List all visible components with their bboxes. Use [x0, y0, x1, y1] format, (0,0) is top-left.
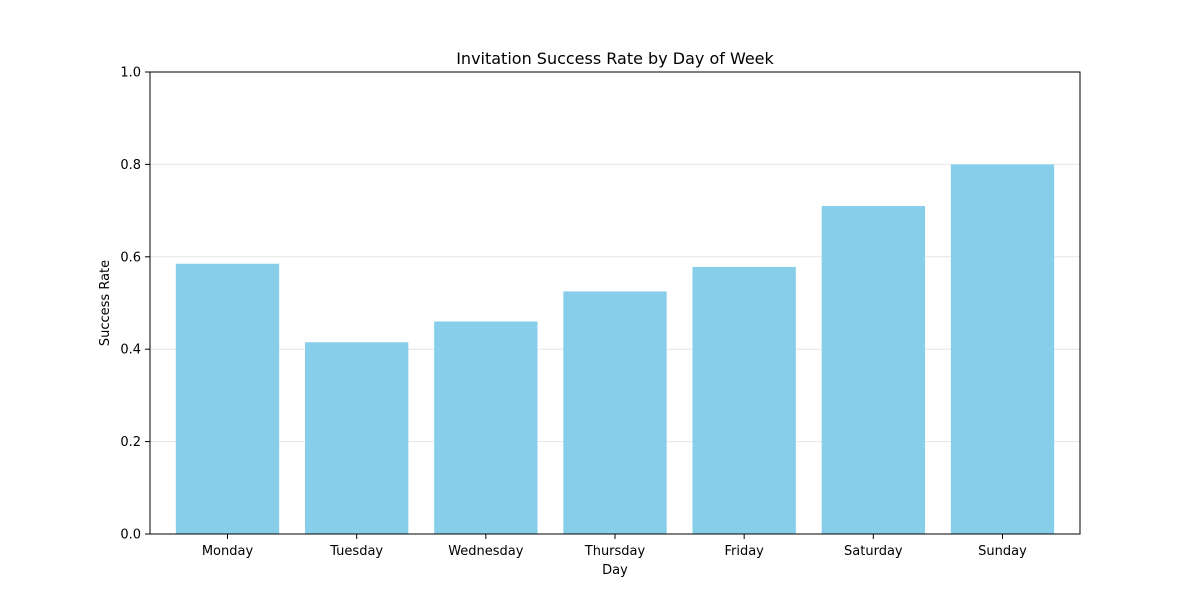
y-tick-label: 0.6: [120, 250, 141, 265]
bar-sunday: [950, 164, 1055, 534]
y-tick-label: 0.8: [120, 158, 141, 173]
bars: [175, 164, 1055, 535]
y-tick-label: 0.0: [120, 528, 141, 543]
y-tick-label: 1.0: [120, 66, 141, 81]
y-axis-ticks: 0.0 0.2 0.4 0.6 0.8 1.0: [120, 66, 150, 543]
x-axis-ticks: Monday Tuesday Wednesday Thursday Friday Satu…: [202, 534, 1027, 559]
y-axis-label: Success Rate: [98, 260, 113, 346]
x-tick-label-monday: Monday: [202, 544, 254, 559]
x-axis-label: Day: [602, 563, 628, 578]
bar-wednesday: [434, 321, 538, 534]
x-tick-label-thursday: Thursday: [584, 544, 646, 559]
y-tick-label: 0.2: [120, 435, 141, 450]
bar-thursday: [563, 291, 667, 534]
x-tick-label-tuesday: Tuesday: [329, 544, 383, 559]
bar-monday: [175, 263, 280, 534]
bar-friday: [692, 266, 796, 534]
x-tick-label-wednesday: Wednesday: [448, 544, 524, 559]
bar-saturday: [821, 205, 925, 535]
x-tick-label-saturday: Saturday: [844, 544, 903, 559]
x-tick-label-friday: Friday: [724, 544, 764, 559]
chart-title: Invitation Success Rate by Day of Week: [456, 49, 774, 68]
x-tick-label-sunday: Sunday: [978, 544, 1027, 559]
bar-tuesday: [305, 342, 409, 534]
y-tick-label: 0.4: [120, 343, 141, 358]
